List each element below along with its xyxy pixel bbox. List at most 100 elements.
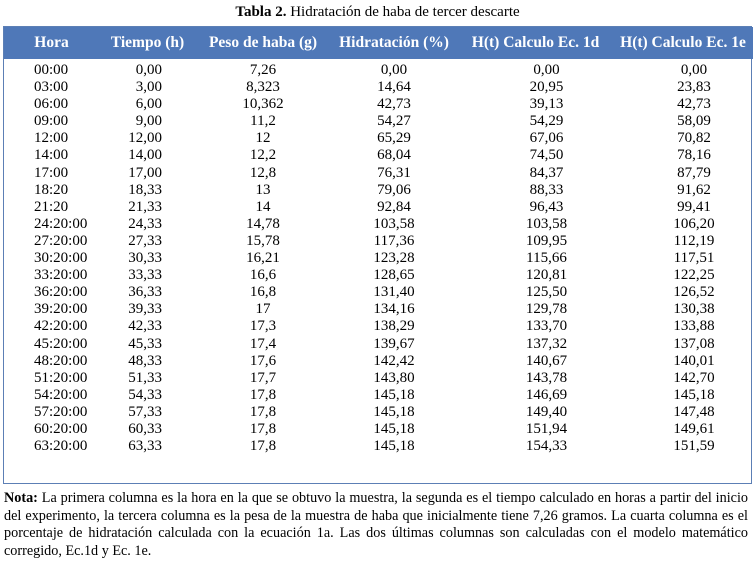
note-text: La primera columna es la hora en la que … [4,490,748,559]
table-cell: 17,3 [249,318,277,335]
table-cell: 122,25 [673,267,715,284]
table-cell: 48:20:00 [34,352,88,369]
table-cell: 117,51 [673,250,715,267]
column-header: H(t) Calculo Ec. 1d [471,34,600,51]
table-cell: 12:00 [34,130,69,147]
table-row: 21:20 21,33 14 92,84 96,43 99,41 [4,199,753,216]
table-cell: 137,32 [525,335,568,352]
table-cell: 76,31 [377,164,411,181]
table-cell: 33,33 [128,267,162,284]
table-cell: 12 [255,130,271,147]
table-cell: 57,33 [128,403,162,420]
table-cell: 140,01 [673,352,715,369]
table-row: 51:20:00 51,33 17,7 143,80 143,78 142,70 [4,370,753,387]
table-cell: 12,00 [128,130,162,147]
table-cell: 17,8 [249,420,277,437]
table-cell: 8,323 [246,79,280,96]
table-cell: 133,70 [525,318,568,335]
table-cell: 20,95 [529,79,564,96]
table-cell: 13 [255,181,271,198]
table-cell: 27,33 [128,232,162,249]
table-cell: 143,78 [525,369,568,386]
table-cell: 147,48 [673,403,715,420]
table-cell: 67,06 [529,130,564,147]
table-cell: 9,00 [135,113,162,130]
table-cell: 16,21 [246,250,280,267]
table-cell: 14:00 [34,147,69,164]
table-row: 42:20:00 42,33 17,3 138,29 133,70 133,88 [4,318,753,335]
table-cell: 58,09 [677,113,711,130]
table-cell: 142,42 [373,352,415,369]
table-cell: 145,18 [373,386,415,403]
table-cell: 92,84 [377,198,411,215]
table-cell: 42,73 [377,96,411,113]
table-cell: 138,29 [373,318,415,335]
table-cell: 142,70 [673,369,715,386]
table-cell: 03:00 [34,79,69,96]
table-cell: 123,28 [373,250,415,267]
table-row: 33:20:00 33,33 16,6 128,65 120,81 122,25 [4,267,753,284]
table-note: Nota: La primera columna es la hora en l… [4,490,748,560]
table-cell: 15,78 [246,232,280,249]
table-cell: 133,88 [673,318,715,335]
table-cell: 126,52 [673,284,715,301]
table-cell: 151,94 [525,420,568,437]
column-header: Peso de haba (g) [208,34,318,51]
table-cell: 17,00 [128,164,162,181]
table-cell: 17:00 [34,164,69,181]
table-cell: 7,26 [249,62,277,78]
note-label: Nota: [4,490,38,506]
table-cell: 45:20:00 [34,335,88,352]
table-cell: 51:20:00 [34,369,88,386]
table-cell: 21,33 [128,198,162,215]
table-cell: 154,33 [525,438,568,455]
table-cell: 131,40 [373,284,415,301]
table-row: 12:00 12,00 12 65,29 67,06 70,82 [4,130,753,147]
table-cell: 18:20 [34,181,69,198]
table-cell: 99,41 [677,198,711,215]
table-cell: 84,37 [529,164,564,181]
table-header-row: Hora Tiempo (h) Peso de haba (g) Hidrata… [4,27,753,59]
table-row: 14:00 14,00 12,2 68,04 74,50 78,16 [4,147,753,164]
table-row: 57:20:00 57,33 17,8 145,18 149,40 147,48 [4,404,753,421]
table-row: 24:20:00 24,33 14,78 103,58 103,58 106,20 [4,216,753,233]
table-cell: 137,08 [673,335,715,352]
table-cell: 17,7 [249,369,277,386]
caption-label: Tabla 2. [235,4,287,20]
table-cell: 17,8 [249,438,277,455]
table-cell: 00:00 [34,62,69,78]
table-cell: 51,33 [128,369,162,386]
table-cell: 70,82 [677,130,711,147]
table-cell: 145,18 [373,403,415,420]
table-cell: 88,33 [529,181,564,198]
table-cell: 140,67 [525,352,568,369]
table-cell: 54,33 [128,386,162,403]
table-row: 60:20:00 60,33 17,8 145,18 151,94 149,61 [4,421,753,438]
table-cell: 24,33 [128,215,162,232]
table-cell: 151,59 [673,438,715,455]
table-cell: 0,00 [680,62,708,78]
table-cell: 6,00 [135,96,162,113]
table-row: 17:00 17,00 12,8 76,31 84,37 87,79 [4,165,753,182]
table-cell: 106,20 [673,215,715,232]
table-cell: 42:20:00 [34,318,88,335]
table-row: 63:20:00 63,33 17,8 145,18 154,33 151,59 [4,438,753,455]
table-cell: 128,65 [373,267,415,284]
table-cell: 91,62 [677,181,711,198]
table-row: 39:20:00 39,33 17 134,16 129,78 130,38 [4,301,753,318]
table-cell: 48,33 [128,352,162,369]
table-cell: 18,33 [128,181,162,198]
table-cell: 63,33 [128,438,162,455]
table-row: 06:00 6,00 10,362 42,73 39,13 42,73 [4,96,753,113]
table-cell: 17,8 [249,386,277,403]
table-cell: 17 [255,301,271,318]
table-cell: 39,33 [128,301,162,318]
table-cell: 74,50 [529,147,564,164]
table-cell: 139,67 [373,335,415,352]
table-cell: 17,4 [249,335,277,352]
table-row: 00:00 0,00 7,26 0,00 0,00 0,00 [4,59,753,79]
table-row: 18:20 18,33 13 79,06 88,33 91,62 [4,182,753,199]
table-cell: 06:00 [34,96,69,113]
table-cell: 42,33 [128,318,162,335]
table-cell: 17,8 [249,403,277,420]
